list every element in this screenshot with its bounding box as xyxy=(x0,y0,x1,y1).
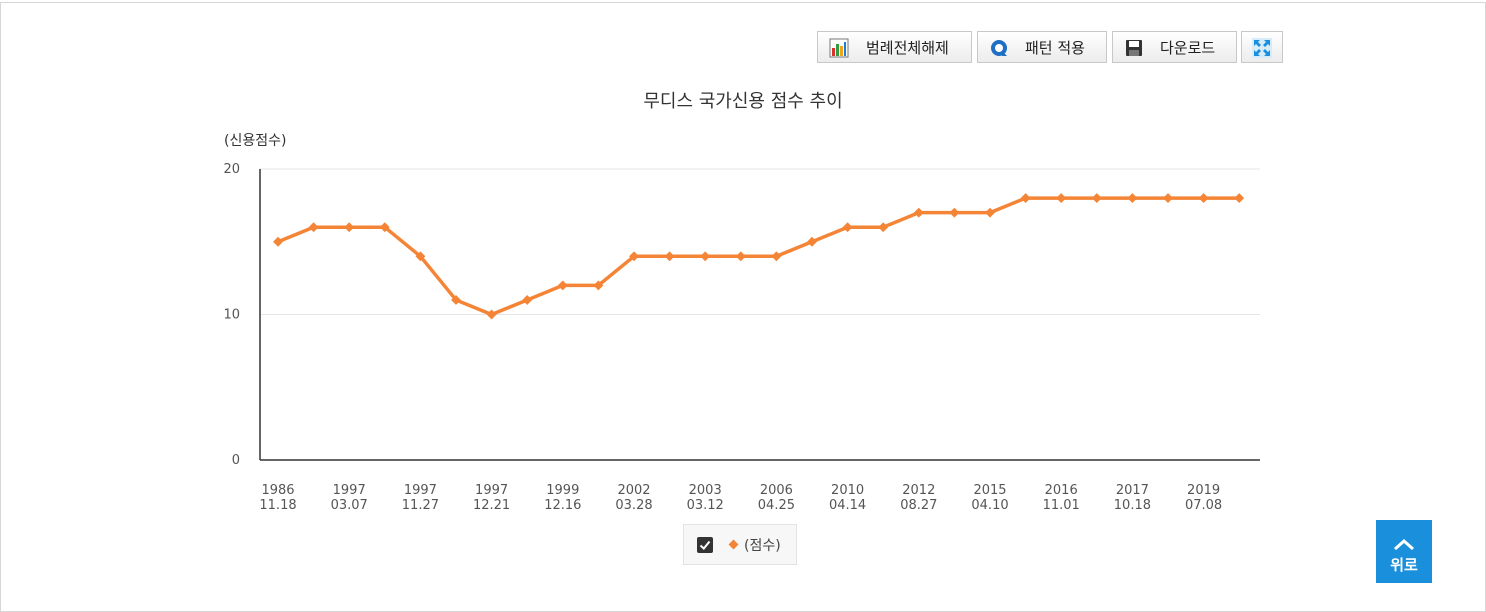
data-point-marker[interactable] xyxy=(593,280,604,291)
data-point-marker[interactable] xyxy=(557,280,568,291)
data-point-marker[interactable] xyxy=(451,295,461,305)
x-tick-date: 11.01 xyxy=(1043,498,1080,513)
data-point-marker[interactable] xyxy=(735,251,746,262)
save-disk-icon xyxy=(1126,40,1142,56)
data-point-marker[interactable] xyxy=(486,309,497,320)
apply-pattern-label: 패턴 적용 xyxy=(1025,39,1085,57)
expand-arrows-icon xyxy=(1252,38,1272,58)
chart-title: 무디스 국가신용 점수 추이 xyxy=(643,91,842,112)
x-tick-year: 1997 xyxy=(404,483,437,498)
bar-chart-icon xyxy=(829,38,849,58)
y-axis-label: (신용점수) xyxy=(224,133,286,149)
data-point-marker[interactable] xyxy=(985,207,995,218)
x-tick-year: 2017 xyxy=(1116,483,1149,498)
x-tick-date: 04.14 xyxy=(829,498,866,513)
data-point-marker[interactable] xyxy=(1163,193,1173,204)
series-line xyxy=(277,196,1240,317)
data-point-marker[interactable] xyxy=(522,295,533,305)
x-tick-year: 2010 xyxy=(831,483,864,498)
data-point-marker[interactable] xyxy=(308,222,319,233)
data-point-marker[interactable] xyxy=(1234,193,1245,204)
data-point-marker[interactable] xyxy=(771,251,782,262)
x-tick-year: 2016 xyxy=(1045,483,1078,498)
x-tick-date: 11.18 xyxy=(259,498,296,513)
x-tick-year: 2015 xyxy=(973,483,1006,498)
legend-toggle-all-label: 범례전체해제 xyxy=(866,39,949,57)
scroll-to-top-label: 위로 xyxy=(1390,557,1418,574)
data-point-marker[interactable] xyxy=(415,251,426,262)
x-tick-year: 1997 xyxy=(333,483,366,498)
check-icon xyxy=(699,540,711,550)
legend-diamond-marker-icon xyxy=(728,539,739,550)
data-point-marker[interactable] xyxy=(700,251,711,262)
x-tick-year: 2012 xyxy=(902,483,935,498)
apply-pattern-button[interactable]: 패턴 적용 xyxy=(977,31,1107,63)
data-point-marker[interactable] xyxy=(1020,193,1031,204)
x-tick-year: 2006 xyxy=(760,483,793,498)
x-tick-year: 1986 xyxy=(261,483,294,498)
x-tick-date: 10.18 xyxy=(1114,498,1151,513)
y-tick-label: 0 xyxy=(232,453,240,468)
data-point-marker[interactable] xyxy=(1056,193,1067,204)
data-point-marker[interactable] xyxy=(1198,193,1209,204)
data-point-marker[interactable] xyxy=(1127,193,1138,204)
data-point-marker[interactable] xyxy=(379,222,390,233)
scroll-to-top-button[interactable]: 위로 xyxy=(1376,520,1432,583)
data-point-marker[interactable] xyxy=(344,222,355,233)
legend-toggle-all-button[interactable]: 범례전체해제 xyxy=(817,31,972,63)
legend-series-label[interactable]: (점수) xyxy=(744,538,781,554)
download-label: 다운로드 xyxy=(1160,39,1216,57)
data-point-marker[interactable] xyxy=(949,207,960,218)
x-tick-date: 12.21 xyxy=(473,498,510,513)
x-tick-year: 2019 xyxy=(1187,483,1220,498)
x-tick-date: 04.10 xyxy=(971,498,1008,513)
x-tick-date: 04.25 xyxy=(758,498,795,513)
x-tick-date: 03.28 xyxy=(615,498,652,513)
x-tick-date: 03.07 xyxy=(331,498,368,513)
x-tick-date: 07.08 xyxy=(1185,498,1222,513)
download-button[interactable]: 다운로드 xyxy=(1112,31,1237,63)
x-tick-date: 11.27 xyxy=(402,498,439,513)
x-tick-year: 2002 xyxy=(617,483,650,498)
data-point-marker[interactable] xyxy=(842,222,853,233)
x-tick-year: 2003 xyxy=(689,483,722,498)
fullscreen-button[interactable] xyxy=(1241,31,1283,63)
data-point-marker[interactable] xyxy=(913,207,924,218)
data-point-marker[interactable] xyxy=(878,222,889,233)
x-tick-year: 1999 xyxy=(546,483,579,498)
chart-legend: (점수) xyxy=(683,524,797,565)
x-tick-date: 12.16 xyxy=(544,498,581,513)
data-point-marker[interactable] xyxy=(1091,193,1102,204)
refresh-pattern-icon xyxy=(991,40,1007,56)
chevron-up-icon xyxy=(1394,538,1414,551)
legend-checkbox[interactable] xyxy=(697,537,713,553)
y-tick-label: 10 xyxy=(223,308,240,323)
y-tick-label: 20 xyxy=(223,162,240,177)
x-tick-date: 08.27 xyxy=(900,498,937,513)
data-point-marker[interactable] xyxy=(664,251,675,262)
data-point-marker[interactable] xyxy=(807,236,817,247)
x-tick-date: 03.12 xyxy=(687,498,724,513)
data-point-marker[interactable] xyxy=(273,236,283,247)
x-tick-year: 1997 xyxy=(475,483,508,498)
